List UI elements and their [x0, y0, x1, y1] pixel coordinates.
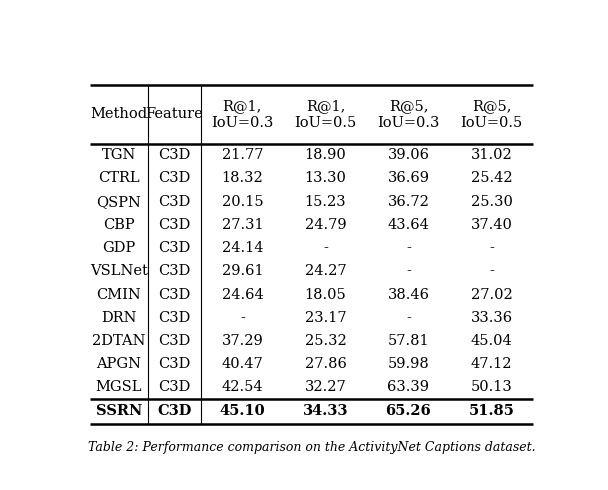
Text: 18.05: 18.05: [305, 288, 347, 301]
Text: QSPN: QSPN: [97, 195, 142, 209]
Text: 42.54: 42.54: [221, 380, 263, 394]
Text: C3D: C3D: [158, 380, 190, 394]
Text: -: -: [489, 264, 494, 278]
Text: 15.23: 15.23: [305, 195, 346, 209]
Text: MGSL: MGSL: [95, 380, 142, 394]
Text: APGN: APGN: [97, 357, 142, 371]
Text: 38.46: 38.46: [387, 288, 429, 301]
Text: 63.39: 63.39: [387, 380, 429, 394]
Text: R@1,
IoU=0.5: R@1, IoU=0.5: [294, 99, 356, 129]
Text: C3D: C3D: [158, 288, 190, 301]
Text: R@5,
IoU=0.5: R@5, IoU=0.5: [460, 99, 523, 129]
Text: -: -: [406, 264, 411, 278]
Text: GDP: GDP: [102, 241, 136, 255]
Text: TGN: TGN: [102, 148, 136, 162]
Text: 37.29: 37.29: [221, 334, 263, 348]
Text: 34.33: 34.33: [303, 404, 348, 418]
Text: C3D: C3D: [158, 311, 190, 325]
Text: Method: Method: [91, 107, 148, 122]
Text: C3D: C3D: [158, 357, 190, 371]
Text: -: -: [406, 241, 411, 255]
Text: 25.42: 25.42: [471, 172, 513, 186]
Text: Feature: Feature: [145, 107, 203, 122]
Text: 25.32: 25.32: [305, 334, 347, 348]
Text: SSRN: SSRN: [95, 404, 142, 418]
Text: -: -: [406, 311, 411, 325]
Text: 23.17: 23.17: [305, 311, 346, 325]
Text: 18.90: 18.90: [305, 148, 347, 162]
Text: 36.72: 36.72: [387, 195, 429, 209]
Text: 21.77: 21.77: [222, 148, 263, 162]
Text: 24.64: 24.64: [221, 288, 263, 301]
Text: 24.14: 24.14: [222, 241, 263, 255]
Text: 51.85: 51.85: [469, 404, 514, 418]
Text: 24.27: 24.27: [305, 264, 346, 278]
Text: -: -: [240, 311, 245, 325]
Text: 37.40: 37.40: [471, 218, 513, 232]
Text: CBP: CBP: [103, 218, 135, 232]
Text: 33.36: 33.36: [471, 311, 513, 325]
Text: 20.15: 20.15: [221, 195, 263, 209]
Text: 40.47: 40.47: [221, 357, 263, 371]
Text: Table 2: Performance comparison on the ActivityNet Captions dataset.: Table 2: Performance comparison on the A…: [88, 441, 536, 454]
Text: R@5,
IoU=0.3: R@5, IoU=0.3: [378, 99, 440, 129]
Text: 32.27: 32.27: [305, 380, 347, 394]
Text: C3D: C3D: [158, 218, 190, 232]
Text: 57.81: 57.81: [388, 334, 429, 348]
Text: R@1,
IoU=0.3: R@1, IoU=0.3: [211, 99, 274, 129]
Text: C3D: C3D: [158, 148, 190, 162]
Text: 13.30: 13.30: [305, 172, 347, 186]
Text: C3D: C3D: [158, 264, 190, 278]
Text: 25.30: 25.30: [471, 195, 513, 209]
Text: -: -: [489, 241, 494, 255]
Text: 65.26: 65.26: [385, 404, 431, 418]
Text: 27.86: 27.86: [305, 357, 347, 371]
Text: -: -: [323, 241, 328, 255]
Text: 43.64: 43.64: [387, 218, 429, 232]
Text: C3D: C3D: [158, 195, 190, 209]
Text: 27.02: 27.02: [471, 288, 513, 301]
Text: 18.32: 18.32: [221, 172, 263, 186]
Text: C3D: C3D: [158, 172, 190, 186]
Text: 31.02: 31.02: [471, 148, 513, 162]
Text: 45.04: 45.04: [471, 334, 513, 348]
Text: VSLNet: VSLNet: [90, 264, 148, 278]
Text: 39.06: 39.06: [387, 148, 429, 162]
Text: C3D: C3D: [158, 241, 190, 255]
Text: 59.98: 59.98: [388, 357, 429, 371]
Text: 50.13: 50.13: [471, 380, 513, 394]
Text: 47.12: 47.12: [471, 357, 513, 371]
Text: C3D: C3D: [158, 334, 190, 348]
Text: 36.69: 36.69: [387, 172, 429, 186]
Text: DRN: DRN: [101, 311, 137, 325]
Text: 2DTAN: 2DTAN: [92, 334, 146, 348]
Text: 27.31: 27.31: [221, 218, 263, 232]
Text: 29.61: 29.61: [221, 264, 263, 278]
Text: 45.10: 45.10: [219, 404, 265, 418]
Text: CMIN: CMIN: [97, 288, 141, 301]
Text: 24.79: 24.79: [305, 218, 346, 232]
Text: CTRL: CTRL: [98, 172, 140, 186]
Text: C3D: C3D: [157, 404, 192, 418]
